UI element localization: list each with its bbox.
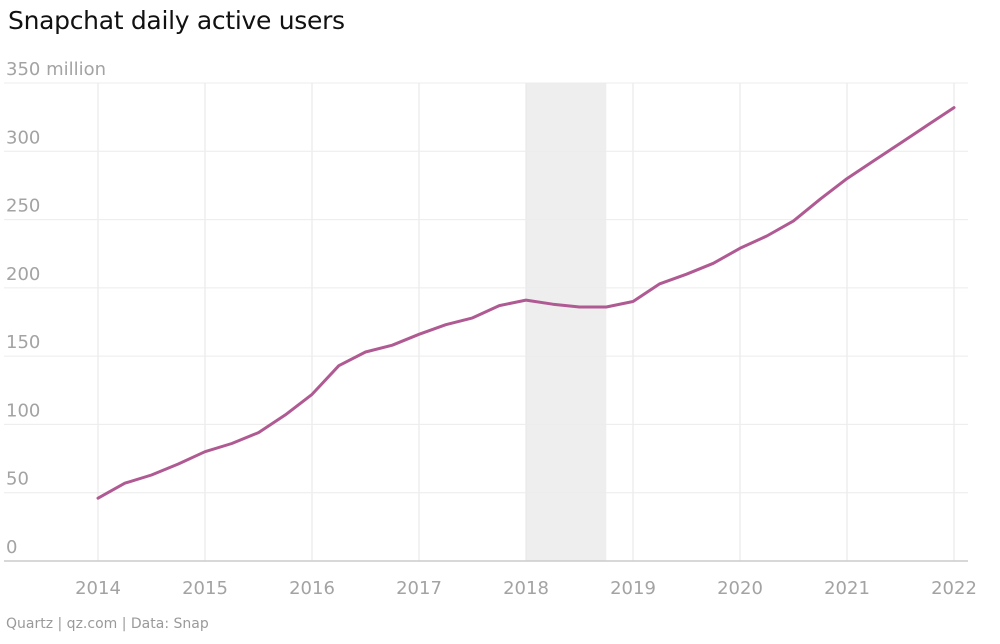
y-tick-label: 350 million: [6, 59, 106, 80]
x-tick-label: 2022: [931, 578, 977, 599]
x-tick-label: 2020: [717, 578, 763, 599]
x-tick-label: 2015: [182, 578, 228, 599]
chart-title: Snapchat daily active users: [8, 6, 345, 35]
y-tick-label: 300: [6, 127, 40, 148]
x-tick-label: 2021: [824, 578, 870, 599]
y-tick-label: 200: [6, 264, 40, 285]
x-tick-label: 2019: [610, 578, 656, 599]
y-tick-label: 100: [6, 400, 40, 421]
x-tick-label: 2018: [503, 578, 549, 599]
x-tick-label: 2017: [396, 578, 442, 599]
source-note: Quartz | qz.com | Data: Snap: [6, 616, 209, 632]
y-tick-label: 150: [6, 332, 40, 353]
y-tick-label: 0: [6, 537, 17, 558]
y-tick-label: 50: [6, 469, 29, 490]
x-tick-label: 2016: [289, 578, 335, 599]
y-tick-label: 250: [6, 196, 40, 217]
x-tick-label: 2014: [75, 578, 121, 599]
shaded-period: [526, 83, 607, 561]
